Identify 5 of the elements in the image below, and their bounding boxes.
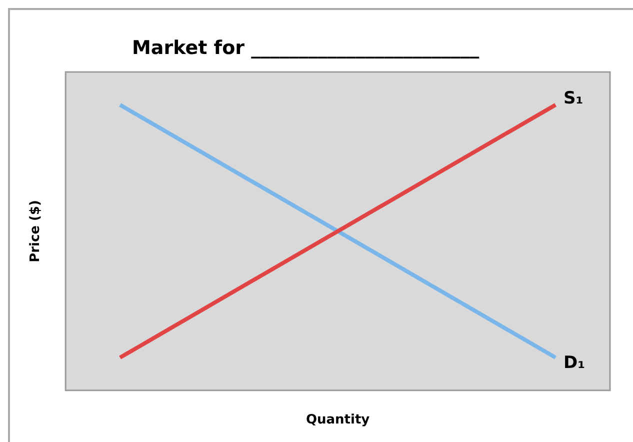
series-label: D₁ bbox=[564, 352, 586, 373]
x-axis-title: Quantity bbox=[306, 412, 370, 428]
series-label: S₁ bbox=[564, 88, 584, 108]
chart-title: Market for ________________________ bbox=[132, 37, 480, 59]
y-axis-title: Price ($) bbox=[28, 200, 44, 262]
